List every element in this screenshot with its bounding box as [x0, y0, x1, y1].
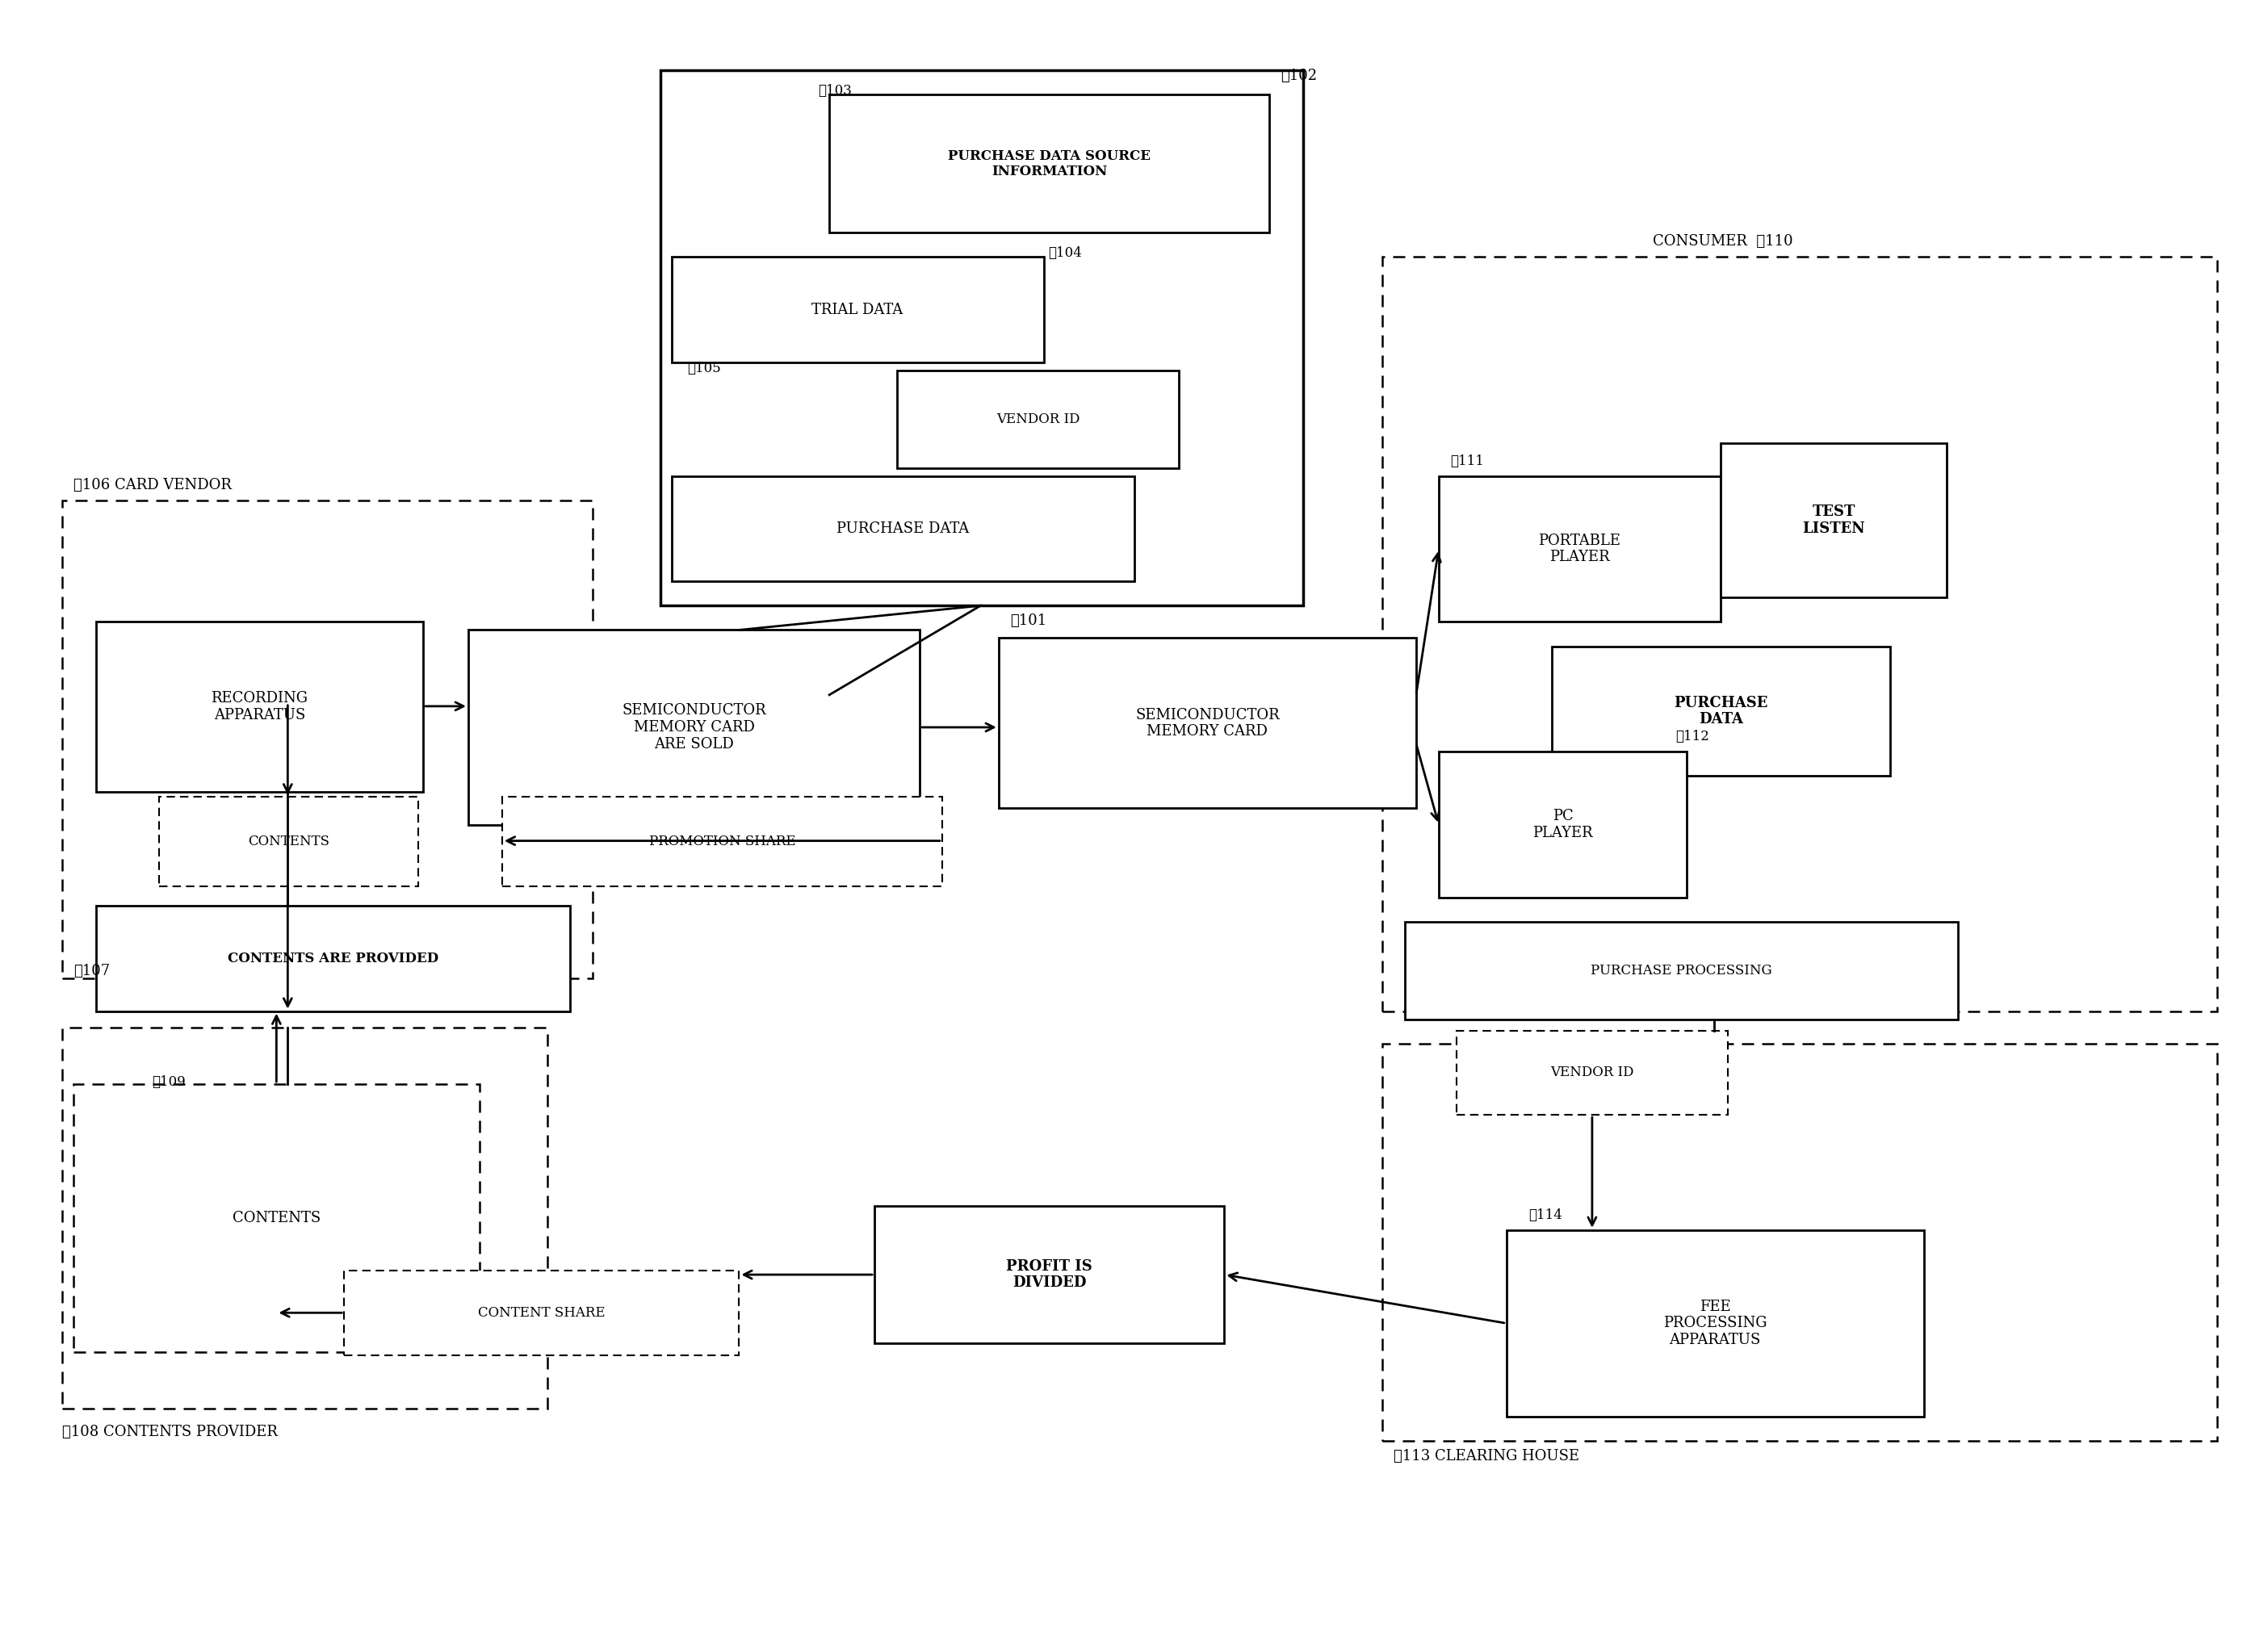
Text: ℓ107: ℓ107: [73, 963, 109, 978]
Bar: [1381, 256, 2218, 1011]
Text: ℓ104: ℓ104: [1048, 247, 1082, 260]
Text: PURCHASE DATA: PURCHASE DATA: [837, 521, 968, 536]
Text: RECORDING
APPARATUS: RECORDING APPARATUS: [211, 691, 308, 723]
Bar: [345, 1270, 739, 1355]
Text: CONTENTS: CONTENTS: [247, 834, 329, 849]
Text: FEE
PROCESSING
APPARATUS: FEE PROCESSING APPARATUS: [1662, 1300, 1767, 1347]
Bar: [467, 630, 919, 825]
Bar: [159, 797, 420, 887]
Text: PORTABLE
PLAYER: PORTABLE PLAYER: [1538, 534, 1622, 565]
Bar: [1438, 751, 1687, 898]
Text: ℓ105: ℓ105: [687, 361, 721, 376]
Text: SEMICONDUCTOR
MEMORY CARD
ARE SOLD: SEMICONDUCTOR MEMORY CARD ARE SOLD: [621, 704, 767, 751]
Bar: [1456, 1030, 1728, 1115]
Bar: [898, 371, 1179, 467]
Text: VENDOR ID: VENDOR ID: [1551, 1066, 1633, 1079]
Bar: [660, 70, 1304, 606]
Bar: [73, 1084, 479, 1352]
Text: ℓ112: ℓ112: [1676, 730, 1710, 743]
Bar: [875, 1205, 1225, 1344]
Text: PURCHASE DATA SOURCE
INFORMATION: PURCHASE DATA SOURCE INFORMATION: [948, 149, 1150, 178]
Text: TEST
LISTEN: TEST LISTEN: [1803, 505, 1864, 536]
Text: PURCHASE PROCESSING: PURCHASE PROCESSING: [1590, 963, 1771, 978]
Text: PROFIT IS
DIVIDED: PROFIT IS DIVIDED: [1007, 1259, 1093, 1290]
Text: CONTENT SHARE: CONTENT SHARE: [479, 1306, 606, 1319]
Text: ℓ113 CLEARING HOUSE: ℓ113 CLEARING HOUSE: [1393, 1448, 1579, 1463]
Bar: [1438, 475, 1721, 622]
Bar: [61, 500, 592, 978]
Text: ℓ106 CARD VENDOR: ℓ106 CARD VENDOR: [73, 477, 231, 492]
Text: PURCHASE
DATA: PURCHASE DATA: [1674, 696, 1767, 727]
Text: PROMOTION SHARE: PROMOTION SHARE: [649, 834, 796, 849]
Text: ℓ102: ℓ102: [1281, 69, 1318, 83]
Text: TRIAL DATA: TRIAL DATA: [812, 302, 903, 317]
Bar: [1721, 444, 1946, 598]
Text: SEMICONDUCTOR
MEMORY CARD: SEMICONDUCTOR MEMORY CARD: [1136, 707, 1279, 738]
Text: ℓ103: ℓ103: [819, 85, 853, 98]
Text: ℓ114: ℓ114: [1529, 1208, 1563, 1221]
Bar: [1404, 923, 1957, 1019]
Bar: [998, 639, 1415, 808]
Text: CONTENTS ARE PROVIDED: CONTENTS ARE PROVIDED: [227, 952, 438, 965]
Text: CONSUMER  ℓ110: CONSUMER ℓ110: [1653, 235, 1794, 248]
Bar: [95, 906, 569, 1011]
Text: VENDOR ID: VENDOR ID: [996, 412, 1080, 426]
Bar: [671, 256, 1043, 363]
Text: ℓ108 CONTENTS PROVIDER: ℓ108 CONTENTS PROVIDER: [61, 1424, 277, 1439]
Bar: [830, 95, 1270, 232]
Bar: [1551, 647, 1889, 776]
Text: ℓ109: ℓ109: [152, 1075, 186, 1089]
Bar: [501, 797, 941, 887]
Text: CONTENTS: CONTENTS: [231, 1210, 320, 1225]
Bar: [61, 1027, 547, 1408]
Text: ℓ111: ℓ111: [1449, 454, 1483, 467]
Text: PC
PLAYER: PC PLAYER: [1533, 808, 1592, 841]
Bar: [1506, 1230, 1923, 1416]
Bar: [671, 475, 1134, 581]
Bar: [95, 622, 424, 792]
Text: ℓ101: ℓ101: [1009, 614, 1046, 629]
Bar: [1381, 1043, 2218, 1440]
